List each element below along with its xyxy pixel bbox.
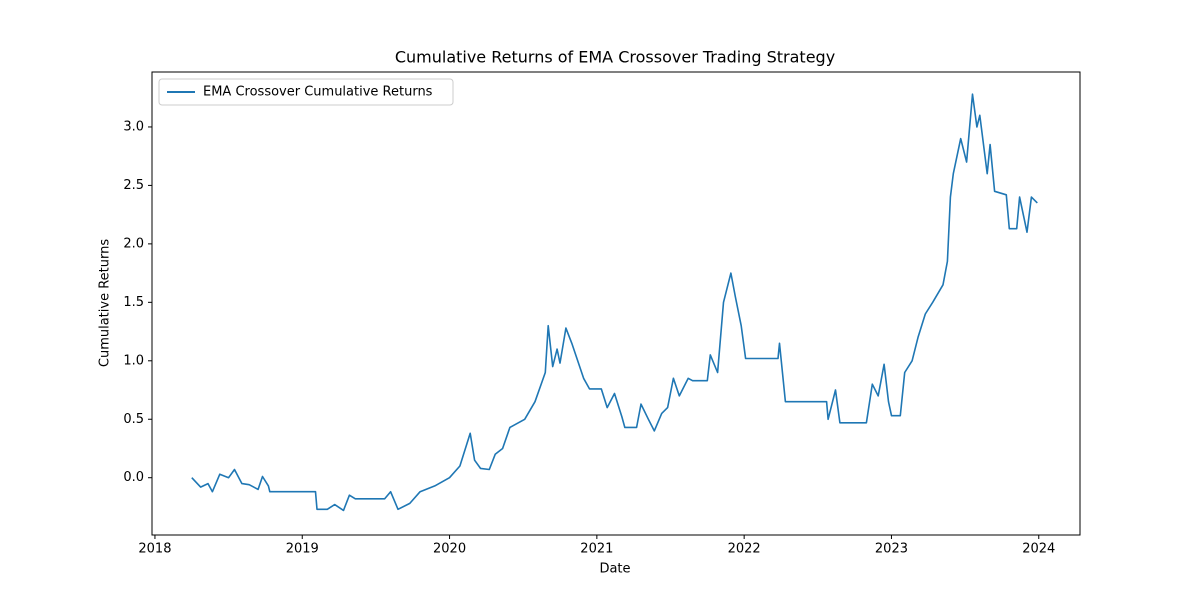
y-tick-label: 1.0 (123, 353, 144, 368)
x-tick-label: 2024 (1022, 542, 1055, 557)
y-tick-label: 0.5 (123, 412, 144, 427)
y-axis-label: Cumulative Returns (98, 239, 113, 367)
y-tick-label: 1.5 (123, 295, 144, 310)
chart-title: Cumulative Returns of EMA Crossover Trad… (395, 48, 835, 67)
y-tick-label: 3.0 (123, 119, 144, 134)
legend-label: EMA Crossover Cumulative Returns (203, 85, 433, 100)
y-tick-label: 2.0 (123, 236, 144, 251)
x-tick-label: 2019 (286, 542, 319, 557)
plot-frame (151, 71, 1081, 536)
legend-box (158, 78, 454, 106)
data-line (191, 93, 1038, 512)
y-tick-label: 0.0 (123, 470, 144, 485)
x-tick-label: 2020 (433, 542, 466, 557)
x-tick-label: 2022 (728, 542, 761, 557)
x-tick-label: 2018 (138, 542, 171, 557)
y-tick-label: 2.5 (123, 178, 144, 193)
x-tick-label: 2021 (580, 542, 613, 557)
x-tick-label: 2023 (875, 542, 908, 557)
x-axis-label: Date (599, 562, 630, 577)
